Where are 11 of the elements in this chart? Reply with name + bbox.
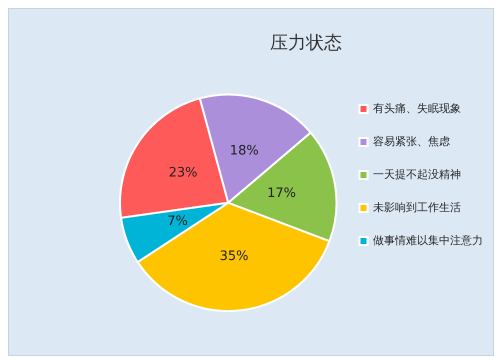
legend-label: 有头痛、失眠现象 <box>373 102 461 115</box>
data-label: 23% <box>168 165 198 180</box>
legend-label: 一天提不起没精神 <box>373 168 461 181</box>
data-label: 7% <box>167 214 188 230</box>
data-label: 18% <box>230 143 259 158</box>
legend-label: 未影响到工作生活 <box>373 200 461 214</box>
data-label: 17% <box>267 186 296 201</box>
data-label: 35% <box>220 248 249 264</box>
legend-label: 容易紧张、焦虑 <box>373 134 450 148</box>
chart-title: 压力状态 <box>270 32 342 54</box>
legend-label: 做事情难以集中注意力 <box>373 234 483 247</box>
